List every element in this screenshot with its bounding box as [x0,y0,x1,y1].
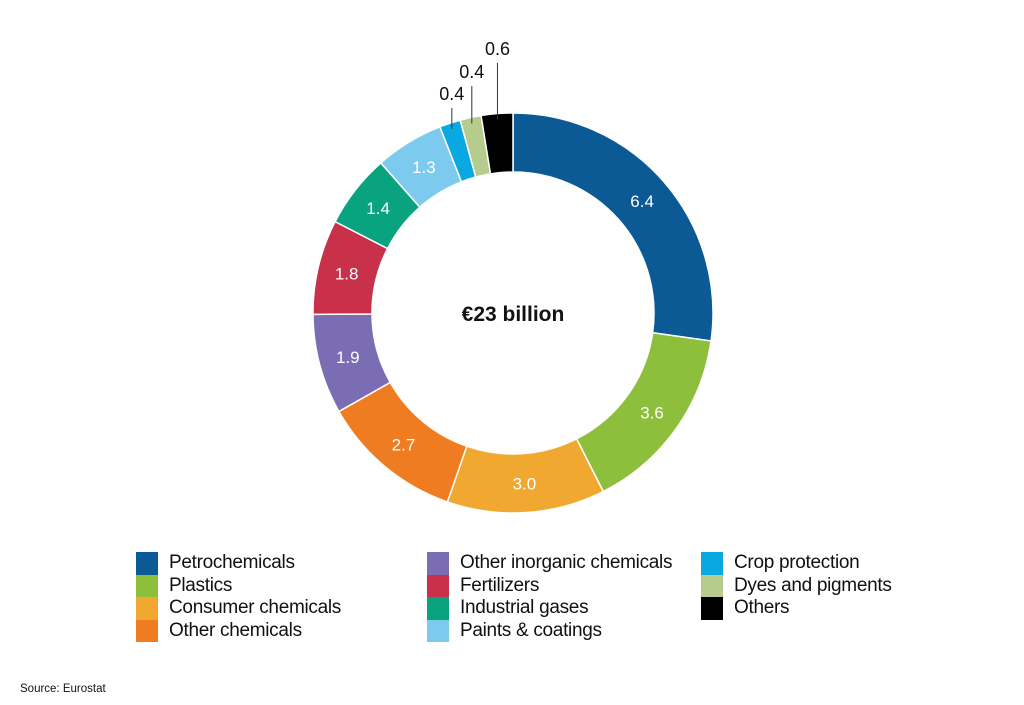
legend-label: Other chemicals [169,619,302,641]
legend-column: Petrochemicals Plastics Consumer chemicals… [136,552,341,642]
legend-label: Plastics [169,574,233,596]
legend-column: Crop protection Dyes and pigments Others [701,552,892,620]
legend-swatch [427,574,449,597]
legend-item: Fertilizers [427,574,672,597]
legend-label: Petrochemicals [169,552,295,574]
data-label: 1.8 [335,264,359,283]
legend-item: Plastics [136,574,341,597]
slice-others [480,112,514,175]
legend-swatch [427,597,449,620]
legend-label: Consumer chemicals [169,597,341,619]
legend-swatch [701,574,723,597]
data-label: 6.4 [630,192,654,211]
data-label: 1.3 [412,158,436,177]
data-label: 3.6 [640,404,664,423]
legend-label: Paints & coatings [460,619,602,641]
legend-item: Crop protection [701,552,892,575]
legend-item: Other chemicals [136,619,341,642]
data-label: 0.4 [459,62,484,82]
legend-swatch [701,552,723,575]
legend-swatch [136,574,158,597]
legend-label: Others [734,597,790,619]
legend-label: Industrial gases [460,597,589,619]
legend-label: Fertilizers [460,574,540,596]
legend-swatch [136,597,158,620]
legend-item: Paints & coatings [427,619,672,642]
legend-item: Other inorganic chemicals [427,552,672,575]
legend-swatch [136,552,158,575]
legend-swatch [701,597,723,620]
legend-item: Petrochemicals [136,552,341,575]
legend-item: Industrial gases [427,597,672,620]
legend-swatch [427,619,449,642]
data-label: 2.7 [392,435,416,454]
data-label: 1.4 [366,199,390,218]
legend-swatch [136,619,158,642]
data-label: 3.0 [513,475,537,494]
legend-swatch [427,552,449,575]
source-note: Source: Eurostat [20,683,106,695]
legend-label: Crop protection [734,552,860,574]
legend-item: Others [701,597,892,620]
center-total-label: €23 billion [462,303,565,326]
data-label: 0.4 [439,84,464,104]
slice-petrochemicals [512,112,714,342]
data-label: 0.6 [485,39,510,59]
data-label: 1.9 [336,348,360,367]
legend-label: Other inorganic chemicals [460,552,673,574]
legend-column: Other inorganic chemicals Fertilizers Indu… [427,552,672,642]
legend-item: Dyes and pigments [701,574,892,597]
legend-label: Dyes and pigments [734,574,892,596]
legend-item: Consumer chemicals [136,597,341,620]
